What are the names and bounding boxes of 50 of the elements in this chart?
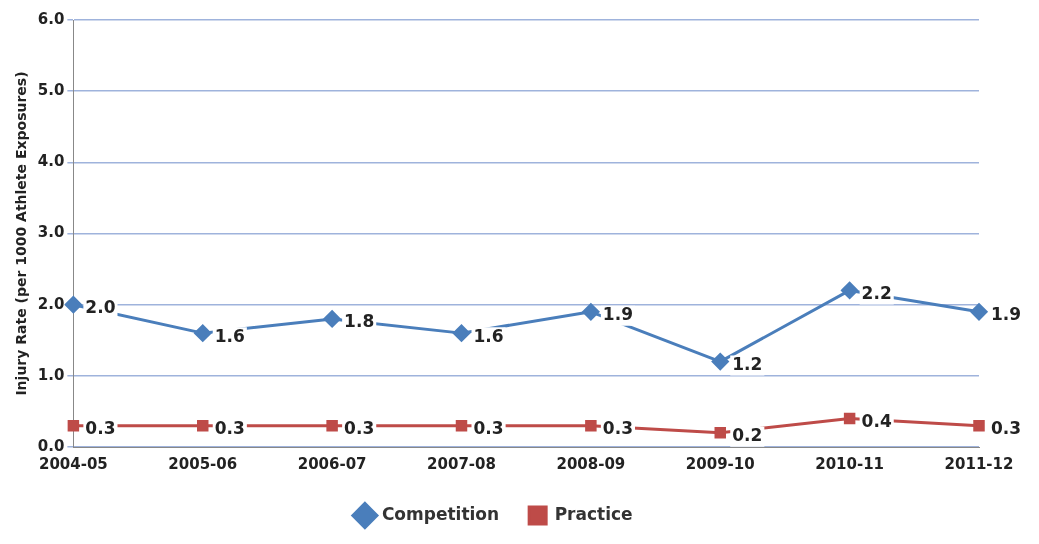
point [841, 281, 859, 299]
point [711, 353, 729, 371]
point [455, 419, 468, 432]
point [843, 412, 856, 425]
point [973, 419, 985, 432]
point [197, 419, 209, 432]
y-tick-label: 6.0 [37, 9, 65, 28]
point [194, 324, 212, 342]
y-tick-label: 1.0 [37, 365, 65, 384]
data-label: 0.3 [602, 418, 633, 439]
y-tick-label: 0.0 [37, 436, 65, 455]
data-label: 2.0 [85, 297, 116, 318]
y-tick-label: 2.0 [37, 294, 65, 313]
data-label: 0.3 [991, 418, 1022, 439]
point [326, 419, 338, 432]
x-tick-label: 2011-12 [944, 454, 1014, 473]
point [970, 303, 988, 321]
data-label: 0.3 [214, 418, 245, 439]
data-label: 0.4 [861, 410, 892, 431]
x-tick-label: 2007-08 [427, 454, 496, 473]
legend-label: Competition [381, 503, 500, 524]
data-label: 1.9 [602, 304, 633, 325]
point [585, 419, 597, 432]
legend-label: Practice [554, 503, 633, 524]
x-tick-label: 2005-06 [168, 454, 238, 473]
data-label: 0.3 [85, 418, 116, 439]
point [453, 324, 470, 342]
data-label: 0.3 [473, 418, 504, 439]
data-label: 1.8 [344, 311, 375, 332]
y-tick-label: 3.0 [37, 223, 65, 242]
data-label: 1.6 [214, 325, 245, 346]
point [67, 419, 80, 432]
data-label: 1.9 [991, 304, 1022, 325]
point [714, 427, 726, 439]
x-tick-label: 2009-10 [685, 454, 755, 473]
x-tick-label: 2008-09 [556, 454, 626, 473]
data-label: 1.6 [473, 325, 504, 346]
y-tick-label: 5.0 [37, 81, 65, 100]
data-label: 0.2 [732, 425, 763, 446]
y-axis-title: Injury Rate (per 1000 Athlete Exposures) [13, 71, 30, 396]
x-tick-label: 2010-11 [815, 454, 885, 473]
point [64, 296, 82, 314]
data-label: 1.2 [732, 354, 763, 375]
point [582, 303, 600, 321]
point [323, 310, 341, 328]
y-tick-label: 4.0 [37, 152, 65, 171]
data-label: 0.3 [344, 418, 375, 439]
data-label: 2.2 [861, 282, 892, 303]
x-tick-label: 2006-07 [297, 454, 367, 473]
x-tick-label: 2004-05 [38, 454, 108, 473]
